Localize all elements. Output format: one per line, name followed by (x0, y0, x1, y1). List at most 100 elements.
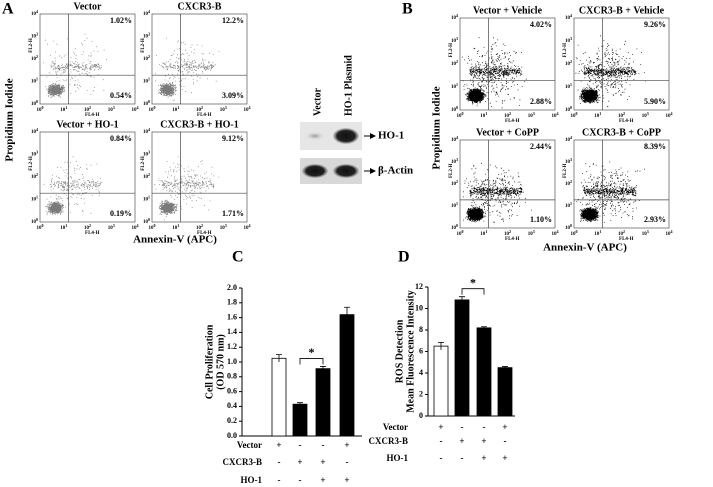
plot-title: CXCR3-B + CoPP (582, 127, 661, 138)
flow-tick-base: 10 (594, 114, 600, 119)
y-tick-label: 4 (419, 368, 423, 377)
flow-tick-exp: 0 (36, 217, 38, 222)
plot-title: Vector + Vehicle (473, 5, 543, 16)
flow-tick-label: 100 (31, 217, 38, 225)
y-tick-label: 0 (419, 411, 423, 420)
flow-tick-base: 10 (31, 80, 37, 85)
flow-tick-label: 101 (451, 201, 458, 209)
treatment-name: CXCR3-B (369, 436, 409, 446)
flow-tick-base: 10 (31, 57, 37, 62)
plot-frame (573, 17, 670, 111)
y-tick-label: 0.6 (227, 386, 237, 395)
flow-tick-exp: 3 (36, 149, 38, 154)
bar (339, 314, 355, 437)
flow-tick-base: 10 (552, 114, 558, 119)
flow-tick-base: 10 (618, 114, 624, 119)
flow-tick-exp: 0 (154, 223, 156, 228)
flow-tick-base: 10 (552, 232, 558, 237)
flow-tick-exp: 3 (225, 223, 227, 228)
flow-tick-base: 10 (642, 114, 648, 119)
flow-tick-label: 101 (143, 76, 150, 84)
flow-tick-exp: 2 (509, 229, 511, 234)
flow-tick-base: 10 (149, 108, 155, 113)
y-axis-label: Cell Proliferation (204, 324, 215, 399)
flow-tick-label: 102 (565, 59, 572, 67)
flow-tick-exp: 0 (456, 105, 458, 110)
flow-tick-label: 104 (552, 111, 559, 119)
flow-axis-name: FL4-H (197, 231, 212, 236)
bar (433, 345, 449, 417)
flow-axis-name: FL2-H (29, 38, 34, 53)
flow-tick-base: 10 (480, 114, 486, 119)
quadrant-percent: 2.88% (530, 97, 552, 106)
flow-axis-name: FL4-H (505, 237, 520, 242)
flow-tick-base: 10 (143, 130, 149, 135)
flow-tick-exp: 1 (485, 111, 487, 116)
flow-tick-exp: 2 (570, 179, 572, 184)
flow-tick-label: 102 (196, 105, 203, 113)
flow-tick-exp: 4 (137, 223, 139, 228)
flow-tick-base: 10 (666, 232, 672, 237)
flow-tick-label: 101 (143, 194, 150, 202)
y-axis-label: (OD 570 nm) (215, 334, 226, 390)
flow-tick-exp: 0 (570, 105, 572, 110)
error-bar (459, 296, 465, 304)
bar (292, 403, 308, 437)
flow-tick-exp: 2 (36, 54, 38, 59)
flow-tick-label: 103 (528, 111, 535, 119)
flow-tick-exp: 0 (154, 105, 156, 110)
flow-tick-exp: 3 (456, 157, 458, 162)
flow-tick-exp: 4 (671, 229, 673, 234)
plot-frame (39, 131, 136, 223)
flow-tick-label: 101 (594, 229, 601, 237)
flow-tick-label: 103 (451, 36, 458, 44)
plot-title: Vector + CoPP (476, 127, 539, 138)
treatment-name: HO-1 (387, 453, 409, 463)
flow-tick-exp: 2 (89, 223, 91, 228)
treatment-sign: + (320, 475, 325, 485)
blot-band (302, 164, 328, 178)
flow-axis-name: FL2-H (563, 163, 568, 178)
flow-tick-exp: 1 (177, 223, 179, 228)
flow-tick-base: 10 (504, 114, 510, 119)
flow-tick-base: 10 (480, 232, 486, 237)
flow-tick-exp: 0 (36, 99, 38, 104)
flow-tick-label: 102 (451, 179, 458, 187)
quadrant-percent: 2.93% (644, 215, 666, 224)
blot-band (333, 128, 359, 144)
quadrant-percent: 9.12% (222, 134, 244, 143)
flow-tick-label: 101 (172, 223, 179, 231)
treatment-sign: + (276, 440, 281, 450)
panel-letter: A (2, 1, 14, 18)
flow-tick-base: 10 (565, 39, 571, 44)
flow-tick-label: 102 (618, 229, 625, 237)
y-tick-label: 10 (415, 303, 423, 312)
flow-tick-exp: 3 (533, 111, 535, 116)
flow-tick-label: 103 (451, 157, 458, 165)
flow-tick-exp: 1 (65, 105, 67, 110)
flow-tick-exp: 1 (485, 229, 487, 234)
flow-tick-exp: 2 (201, 223, 203, 228)
scatter-dots (576, 161, 645, 223)
flow-tick-exp: 0 (576, 111, 578, 116)
flow-tick-base: 10 (244, 108, 250, 113)
flow-tick-exp: 3 (456, 36, 458, 41)
flow-tick-exp: 4 (456, 135, 458, 140)
scatter-dots (575, 35, 646, 108)
x-axis-label: Annexin-V (APC) (543, 242, 627, 254)
flow-tick-base: 10 (31, 153, 37, 158)
error-bar (276, 354, 282, 362)
flow-tick-base: 10 (143, 175, 149, 180)
y-tick-label: 2.0 (227, 283, 237, 292)
treatment-sign: - (461, 453, 464, 463)
treatment-sign: + (297, 457, 302, 467)
flow-tick-base: 10 (149, 226, 155, 231)
treatment-sign: - (483, 422, 486, 432)
flow-tick-exp: 0 (42, 223, 44, 228)
flow-tick-base: 10 (451, 160, 457, 165)
flow-tick-label: 103 (220, 105, 227, 113)
flow-tick-exp: 1 (599, 111, 601, 116)
bar (497, 367, 513, 417)
treatment-sign: + (344, 475, 349, 485)
flow-tick-base: 10 (60, 108, 66, 113)
